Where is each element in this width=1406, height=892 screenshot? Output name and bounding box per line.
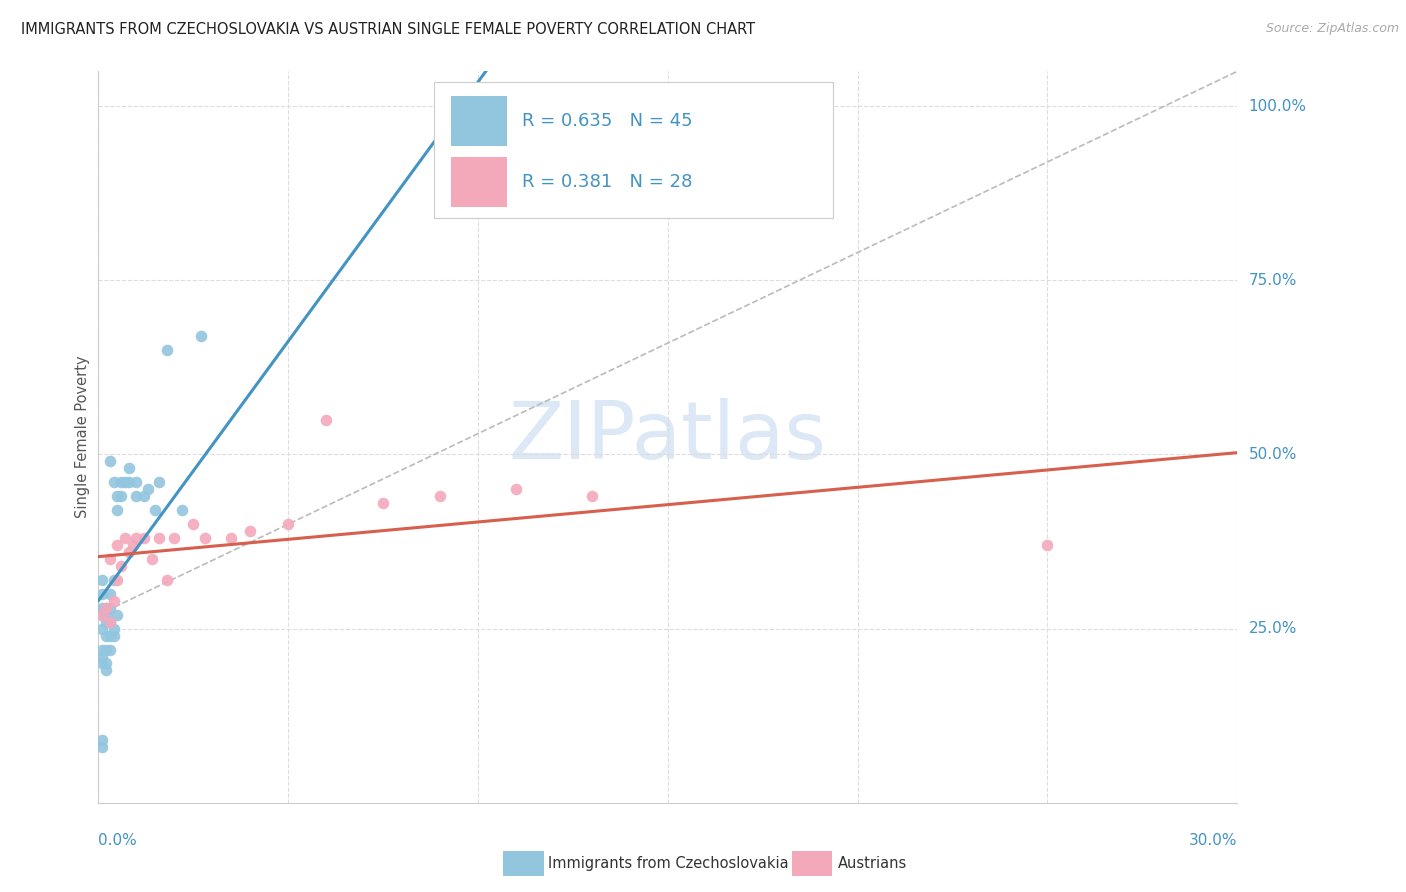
Text: Source: ZipAtlas.com: Source: ZipAtlas.com (1265, 22, 1399, 36)
Point (429, 489, 451, 503)
Point (94, 629, 117, 643)
Point (121, 538, 143, 552)
Point (581, 489, 603, 503)
Point (103, 573, 125, 587)
Point (110, 475, 132, 490)
Point (148, 475, 170, 490)
Point (91, 733, 114, 747)
Point (118, 461, 141, 475)
Point (94, 657, 117, 671)
Point (94, 615, 117, 629)
Point (141, 552, 163, 566)
Point (107, 489, 129, 503)
Point (91, 607, 114, 622)
Point (103, 629, 125, 643)
Text: 30.0%: 30.0% (1189, 833, 1237, 848)
Point (156, 573, 179, 587)
Point (107, 573, 129, 587)
Text: 75.0%: 75.0% (1249, 273, 1296, 288)
Point (125, 489, 148, 503)
Point (94, 600, 117, 615)
Point (91, 622, 114, 636)
Point (91, 600, 114, 615)
Point (98, 642, 121, 657)
Point (156, 343, 179, 357)
Point (103, 622, 125, 636)
FancyBboxPatch shape (434, 82, 832, 218)
Point (107, 607, 129, 622)
Point (505, 120, 527, 134)
Point (91, 740, 114, 755)
Point (194, 531, 217, 545)
Point (118, 475, 141, 490)
Point (107, 503, 129, 517)
Point (125, 475, 148, 490)
Point (94, 600, 117, 615)
Point (183, 517, 205, 532)
Text: R = 0.635   N = 45: R = 0.635 N = 45 (522, 112, 693, 130)
Point (103, 475, 125, 490)
FancyBboxPatch shape (451, 96, 508, 146)
Text: 0.0%: 0.0% (98, 833, 138, 848)
Point (91, 642, 114, 657)
Point (110, 558, 132, 573)
Point (145, 503, 167, 517)
Text: Immigrants from Czechoslovakia: Immigrants from Czechoslovakia (548, 856, 789, 871)
Point (107, 538, 129, 552)
Point (98, 552, 121, 566)
Point (221, 531, 243, 545)
Point (110, 489, 132, 503)
Point (505, 483, 527, 497)
Point (94, 642, 117, 657)
Point (125, 531, 148, 545)
Point (98, 615, 121, 629)
Text: Austrians: Austrians (838, 856, 907, 871)
Text: R = 0.381   N = 28: R = 0.381 N = 28 (522, 173, 692, 191)
Point (103, 594, 125, 608)
Point (114, 531, 136, 545)
Point (114, 475, 136, 490)
Point (132, 489, 155, 503)
Point (91, 657, 114, 671)
Point (91, 587, 114, 601)
Point (91, 649, 114, 664)
Point (371, 496, 394, 510)
Text: 25.0%: 25.0% (1249, 621, 1296, 636)
Point (118, 545, 141, 559)
Point (315, 412, 337, 426)
Point (98, 600, 121, 615)
Point (136, 483, 159, 497)
Point (98, 629, 121, 643)
Point (163, 531, 186, 545)
Point (94, 664, 117, 678)
Point (98, 615, 121, 629)
Text: 50.0%: 50.0% (1249, 447, 1296, 462)
Point (1036, 538, 1059, 552)
FancyBboxPatch shape (451, 157, 508, 207)
Point (148, 531, 170, 545)
Point (277, 517, 299, 532)
Point (94, 607, 117, 622)
Point (132, 531, 155, 545)
Point (91, 573, 114, 587)
Point (98, 587, 121, 601)
Text: ZIPatlas: ZIPatlas (509, 398, 827, 476)
Point (91, 607, 114, 622)
Point (98, 454, 121, 468)
Text: 100.0%: 100.0% (1249, 99, 1306, 113)
Text: IMMIGRANTS FROM CZECHOSLOVAKIA VS AUSTRIAN SINGLE FEMALE POVERTY CORRELATION CHA: IMMIGRANTS FROM CZECHOSLOVAKIA VS AUSTRI… (21, 22, 755, 37)
Y-axis label: Single Female Poverty: Single Female Poverty (75, 356, 90, 518)
Point (239, 524, 262, 538)
Point (190, 329, 212, 343)
Point (170, 503, 193, 517)
